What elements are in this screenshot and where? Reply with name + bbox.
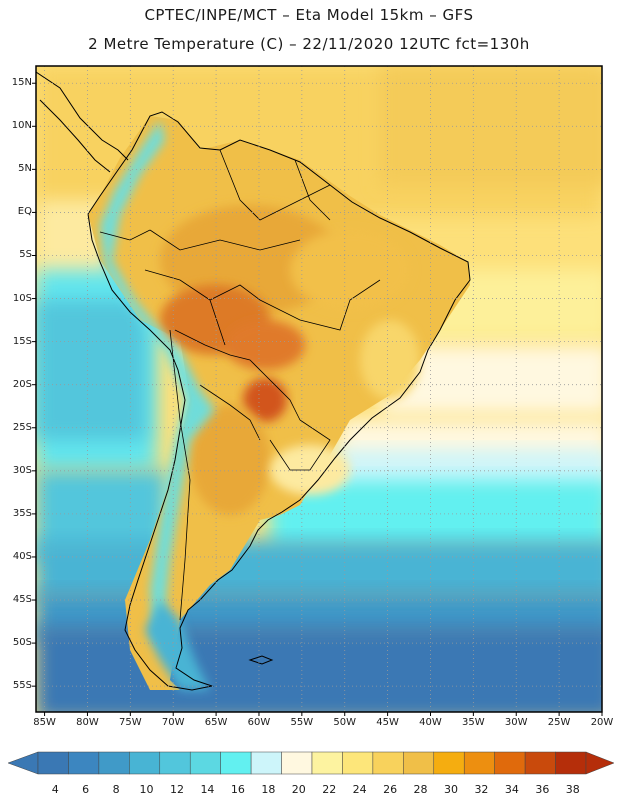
colorbar-label: 16 xyxy=(230,783,245,796)
lat-label: 55S xyxy=(12,680,32,692)
colorbar-swatch xyxy=(250,751,282,775)
colorbar-swatch xyxy=(524,751,556,775)
lat-label: 25S xyxy=(12,421,32,433)
colorbar-swatch xyxy=(342,751,374,775)
colorbar xyxy=(7,751,615,775)
colorbar-label: 6 xyxy=(82,783,90,796)
lon-label: 85W xyxy=(33,717,56,728)
map-title-line1: CPTEC/INPE/MCT – Eta Model 15km – GFS xyxy=(144,6,474,24)
lon-label: 75W xyxy=(119,717,142,728)
colorbar-swatch xyxy=(403,751,435,775)
lon-label: 25W xyxy=(547,717,571,728)
lon-label: 70W xyxy=(161,717,185,728)
lon-label: 80W xyxy=(76,717,99,728)
colorbar-label: 36 xyxy=(535,783,550,796)
lat-label: 45S xyxy=(12,594,32,606)
colorbar-label: 14 xyxy=(200,783,215,796)
colorbar-label: 8 xyxy=(112,783,120,796)
colorbar-swatch xyxy=(220,751,252,775)
lat-label: 20S xyxy=(12,378,32,390)
colorbar-label: 22 xyxy=(322,783,337,796)
coastlines-borders xyxy=(36,71,471,691)
lon-label: 35W xyxy=(462,717,485,728)
colorbar-label: 24 xyxy=(352,783,367,796)
colorbar-label: 4 xyxy=(51,783,59,796)
axis-ticks xyxy=(32,82,603,716)
colorbar-swatch xyxy=(98,751,130,775)
colorbar-label: 12 xyxy=(170,783,184,796)
colorbar-label: 28 xyxy=(413,783,428,796)
lat-label: 15S xyxy=(12,335,32,347)
colorbar-label: 26 xyxy=(383,783,398,796)
colorbar-label: 18 xyxy=(261,783,276,796)
colorbar-swatch xyxy=(555,751,587,775)
colorbar-label: 10 xyxy=(139,783,154,796)
colorbar-label: 38 xyxy=(565,783,580,796)
south-america-coastline xyxy=(87,111,471,691)
lat-label: 10N xyxy=(11,120,32,132)
colorbar-swatch xyxy=(281,751,313,775)
lon-label: 45W xyxy=(376,717,399,728)
lat-label: 40S xyxy=(12,550,32,562)
falklands xyxy=(248,655,274,665)
colorbar-swatch xyxy=(37,751,69,775)
colorbar-swatch xyxy=(159,751,191,775)
colorbar-swatch xyxy=(433,751,465,775)
country-borders xyxy=(99,149,381,621)
lon-label: 20W xyxy=(590,717,614,728)
colorbar-swatch xyxy=(463,751,495,775)
temperature-field xyxy=(36,66,602,712)
lat-label: 10S xyxy=(12,292,32,304)
lat-label: 50S xyxy=(12,637,32,649)
colorbar-swatch xyxy=(311,751,343,775)
colorbar-label: 32 xyxy=(474,783,489,796)
lon-label: 60W xyxy=(247,717,271,728)
lon-label: 40W xyxy=(419,717,442,728)
colorbar-arrow-high xyxy=(585,751,615,775)
colorbar-arrow-low xyxy=(7,751,39,775)
lon-label: 30W xyxy=(504,717,528,728)
lat-label: 5N xyxy=(18,163,32,175)
lat-label: 15N xyxy=(11,77,32,89)
colorbar-swatch xyxy=(372,751,404,775)
colorbar-swatch xyxy=(189,751,221,775)
central-america-coastline xyxy=(36,71,129,173)
lon-label: 65W xyxy=(204,717,228,728)
lat-label: 30S xyxy=(12,464,32,476)
colorbar-label: 20 xyxy=(291,783,306,796)
map-frame xyxy=(35,65,603,713)
lat-label: 35S xyxy=(12,507,32,519)
colorbar-label: 34 xyxy=(504,783,519,796)
colorbar-swatch xyxy=(129,751,161,775)
colorbar-label: 30 xyxy=(444,783,458,796)
lon-label: 55W xyxy=(290,717,314,728)
lon-label: 50W xyxy=(333,717,357,728)
lat-label: 5S xyxy=(19,249,32,261)
map-title-line2: 2 Metre Temperature (C) – 22/11/2020 12U… xyxy=(88,35,530,53)
colorbar-swatch xyxy=(68,751,100,775)
colorbar-swatch xyxy=(494,751,526,775)
lat-label: EQ xyxy=(17,206,32,218)
